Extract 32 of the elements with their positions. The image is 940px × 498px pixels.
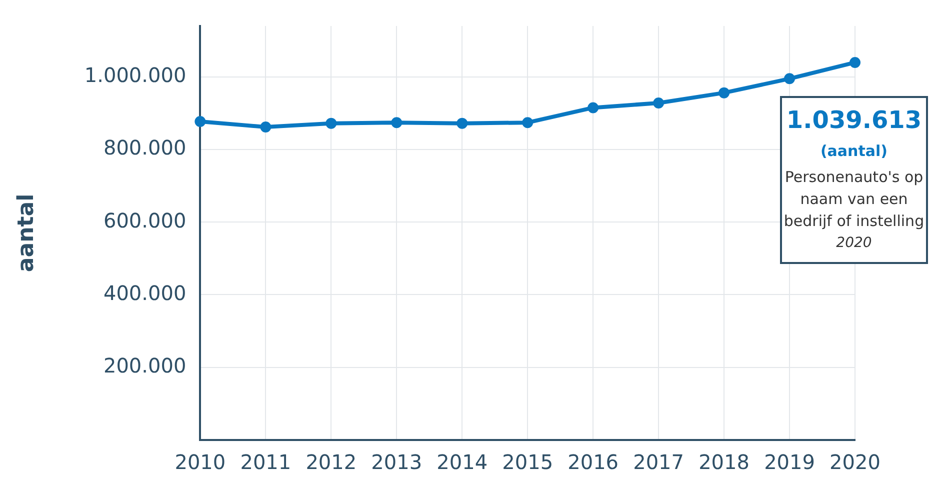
x-tick-label: 2012	[306, 450, 357, 474]
y-tick-label: 200.000	[103, 354, 186, 378]
y-tick-label: 600.000	[103, 208, 186, 232]
y-tick-label: 1.000.000	[84, 63, 186, 88]
x-tick-label: 2018	[698, 450, 750, 474]
data-label: 1.039.613	[785, 105, 923, 136]
x-tick-label: 2014	[436, 450, 488, 474]
point	[718, 87, 730, 98]
point	[522, 117, 534, 128]
x-tick-label: 2013	[371, 450, 422, 474]
point	[456, 118, 468, 129]
y-tick-label: 800.000	[103, 136, 186, 160]
point	[653, 97, 664, 108]
point	[850, 56, 860, 68]
annotation: 2020	[835, 234, 873, 254]
x-tick-label: 2010	[174, 450, 226, 474]
x-tick-label: 2011	[240, 450, 292, 474]
x-tick-label: 2015	[502, 450, 554, 474]
annotation: Personenauto's op naam van een bedrijf of instelling	[782, 167, 926, 232]
point	[588, 102, 599, 114]
x-tick-label: 2019	[764, 450, 815, 474]
point	[260, 121, 272, 132]
y-axis-title: aantal	[14, 194, 39, 272]
point	[784, 73, 796, 84]
point	[194, 116, 206, 128]
point	[326, 118, 337, 129]
x-tick-label: 2016	[568, 450, 619, 474]
x-tick-label: 2020	[830, 450, 880, 474]
annotation: (aantal)	[819, 141, 889, 162]
point	[391, 117, 402, 128]
x-tick-label: 2017	[633, 450, 684, 474]
y-tick-label: 400.000	[103, 280, 186, 305]
